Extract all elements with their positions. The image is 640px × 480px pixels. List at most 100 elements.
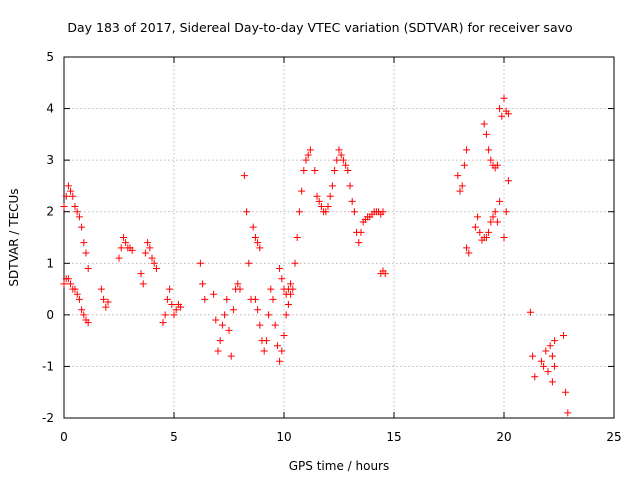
data-point bbox=[216, 337, 224, 345]
data-point bbox=[251, 234, 259, 241]
data-point bbox=[348, 197, 356, 205]
data-point bbox=[544, 368, 552, 376]
data-point bbox=[551, 337, 559, 345]
data-point bbox=[474, 213, 482, 221]
data-point bbox=[454, 172, 462, 180]
data-point bbox=[78, 306, 86, 314]
data-point bbox=[62, 192, 70, 200]
series-arc2 bbox=[60, 275, 92, 327]
data-point bbox=[256, 321, 264, 329]
data-point bbox=[249, 223, 257, 231]
data-point bbox=[460, 161, 468, 169]
data-point bbox=[97, 285, 105, 293]
data-point bbox=[333, 156, 341, 164]
data-point bbox=[227, 352, 235, 360]
data-point bbox=[346, 182, 354, 190]
data-point bbox=[337, 151, 345, 159]
data-point bbox=[342, 161, 350, 169]
data-point bbox=[260, 347, 268, 355]
data-point bbox=[137, 270, 145, 278]
data-point bbox=[122, 239, 130, 247]
data-point bbox=[78, 223, 86, 231]
data-point bbox=[119, 234, 127, 241]
data-point bbox=[482, 130, 490, 138]
data-point bbox=[71, 203, 79, 211]
data-point bbox=[493, 218, 501, 226]
data-point bbox=[504, 177, 512, 185]
data-point bbox=[381, 270, 389, 278]
data-point bbox=[229, 306, 237, 314]
series-arc13 bbox=[377, 267, 389, 278]
x-axis-label: GPS time / hours bbox=[289, 459, 390, 473]
axis-ticks: 0 5 10 15 20 25 -2 -1 0 1 2 3 4 5 bbox=[42, 50, 622, 444]
data-point bbox=[502, 208, 510, 216]
data-point bbox=[152, 264, 160, 272]
data-point bbox=[496, 197, 504, 205]
series-arc9 bbox=[240, 172, 264, 303]
series-arc21 bbox=[537, 337, 559, 376]
data-point bbox=[80, 239, 88, 247]
data-point bbox=[537, 357, 545, 365]
data-point bbox=[485, 146, 493, 154]
series-arc4 bbox=[115, 234, 136, 262]
series-arc5 bbox=[137, 239, 160, 288]
data-point bbox=[562, 388, 570, 396]
data-point bbox=[498, 112, 506, 120]
data-point bbox=[293, 234, 301, 241]
series-arc23 bbox=[559, 331, 572, 417]
x-tick-label: 15 bbox=[386, 430, 401, 444]
series-arc16 bbox=[471, 197, 504, 244]
data-point bbox=[476, 228, 484, 236]
data-point bbox=[300, 166, 308, 174]
data-point bbox=[67, 280, 75, 288]
data-point bbox=[302, 156, 310, 164]
data-point bbox=[80, 311, 88, 319]
data-point bbox=[214, 347, 222, 355]
data-point bbox=[104, 298, 112, 306]
data-point bbox=[265, 311, 273, 319]
data-point bbox=[335, 146, 343, 154]
data-point bbox=[350, 208, 358, 216]
data-point bbox=[480, 120, 488, 128]
data-point bbox=[564, 409, 572, 417]
data-point bbox=[243, 208, 251, 216]
data-point bbox=[170, 311, 178, 319]
data-point bbox=[115, 254, 123, 262]
data-point bbox=[276, 264, 284, 272]
data-point bbox=[311, 166, 319, 174]
data-point bbox=[148, 254, 156, 262]
grid bbox=[64, 57, 614, 418]
data-point bbox=[223, 295, 231, 303]
data-point bbox=[278, 347, 286, 355]
data-point bbox=[75, 295, 83, 303]
data-point bbox=[315, 197, 323, 205]
data-point bbox=[172, 306, 180, 314]
series-arc20 bbox=[526, 308, 539, 381]
data-point bbox=[331, 166, 339, 174]
data-point bbox=[218, 321, 226, 329]
data-point bbox=[84, 264, 92, 272]
data-point bbox=[339, 156, 347, 164]
data-point bbox=[60, 280, 68, 288]
data-point bbox=[196, 259, 204, 267]
data-point bbox=[251, 295, 259, 303]
series-arc15 bbox=[463, 244, 473, 257]
data-point bbox=[221, 311, 229, 319]
data-point bbox=[177, 303, 185, 311]
data-point bbox=[500, 94, 508, 102]
data-point bbox=[269, 295, 277, 303]
data-point bbox=[526, 308, 534, 316]
data-point bbox=[326, 192, 334, 200]
series-arc17 bbox=[480, 120, 501, 172]
series-arc14 bbox=[454, 146, 471, 195]
data-point bbox=[150, 259, 158, 267]
y-tick-label: 0 bbox=[46, 308, 54, 322]
data-point bbox=[306, 146, 314, 154]
data-point bbox=[236, 285, 244, 293]
data-point bbox=[291, 259, 299, 267]
data-point bbox=[82, 249, 90, 257]
data-point bbox=[262, 337, 270, 345]
data-point bbox=[548, 378, 556, 386]
data-point bbox=[245, 259, 253, 267]
